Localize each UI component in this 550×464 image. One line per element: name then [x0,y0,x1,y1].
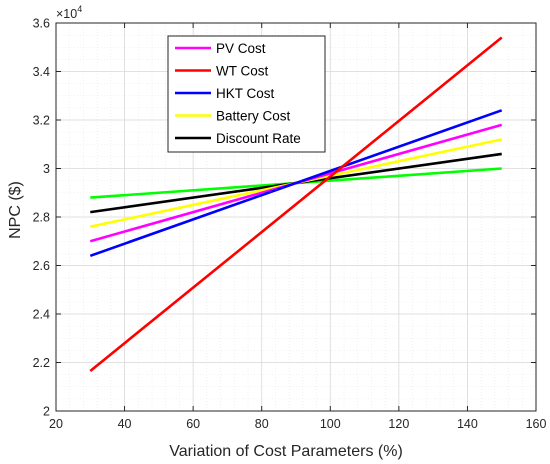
x-tick-label: 120 [388,417,409,431]
y-multiplier-exponent: 4 [77,4,82,14]
legend-label: WT Cost [216,64,269,79]
y-axis-label: NPC ($) [7,181,24,239]
x-axis-label: Variation of Cost Parameters (%) [169,443,403,460]
series-line [89,109,503,258]
axis-ticks [55,22,537,412]
y-tick-label: 3.4 [33,65,50,79]
series-line [89,36,503,372]
y-tick-label: 2.4 [33,308,50,322]
y-tick-label: 2 [43,405,50,419]
x-tick-label: 40 [118,417,132,431]
y-tick-label: 3.2 [33,114,50,128]
x-tick-label: 160 [526,417,547,431]
legend: PV Cost WT Cost HKT Cost Battery Cost Discou… [167,35,326,153]
x-tick-label: 20 [49,417,63,431]
legend-label: HKT Cost [216,86,275,101]
x-tick-label: 60 [186,417,200,431]
y-tick-label: 2.8 [33,211,50,225]
x-tick-label: 140 [457,417,478,431]
y-tick-label: 2.2 [33,356,50,370]
y-tick-label: 2.6 [33,259,50,273]
legend-label: Battery Cost [216,109,291,124]
y-tick-labels: 2 2.2 2.4 2.6 2.8 3 3.2 3.4 3.6 [33,17,50,419]
legend-label: PV Cost [216,41,266,56]
y-axis-multiplier: ×104 [56,4,82,21]
x-tick-label: 80 [255,417,269,431]
y-tick-label: 3 [43,162,50,176]
x-tick-labels: 20 40 60 80 100 120 140 160 [49,417,546,431]
series-lines [89,36,503,372]
y-tick-label: 3.6 [33,17,50,31]
legend-label: Discount Rate [216,131,301,146]
x-tick-label: 100 [320,417,341,431]
y-multiplier-base: ×10 [56,7,77,21]
